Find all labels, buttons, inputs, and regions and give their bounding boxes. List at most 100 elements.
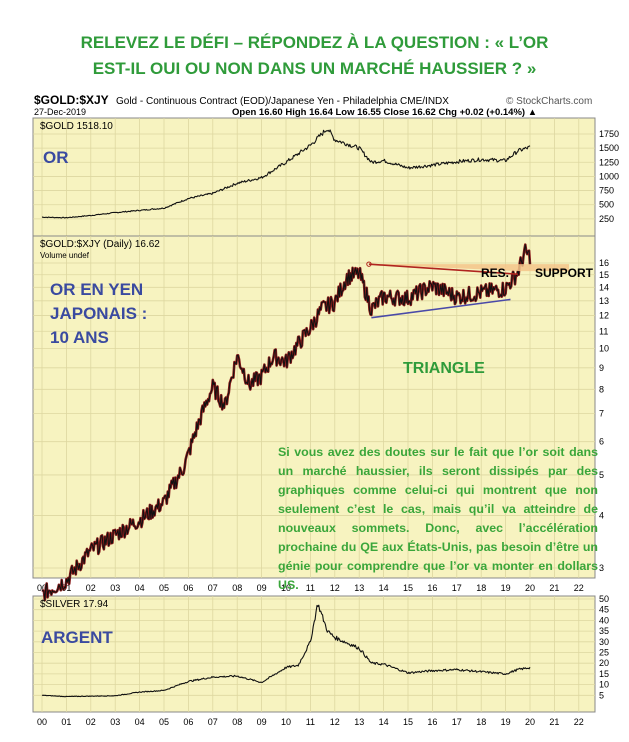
ratio-xtick-label: 13 [354,583,364,593]
gold-series-line [41,129,531,219]
triangle-label: TRIANGLE [403,360,485,377]
silver-ytick-label: 15 [599,669,609,679]
ratio-xtick-label: 09 [257,583,267,593]
silver-ytick-label: 50 [599,594,609,604]
ratio-xtick-label: 22 [574,583,584,593]
ratio-ytick-label: 14 [599,282,609,292]
silver-ytick-label: 40 [599,615,609,625]
silver-xtick-label: 15 [403,717,413,727]
ratio-xtick-label: 21 [549,583,559,593]
silver-xtick-label: 22 [574,717,584,727]
resistance-line [368,263,518,275]
resistance-label: RES. [481,266,510,280]
triangle-support-line [371,298,511,319]
ratio-ytick-label: 12 [599,310,609,320]
headline-line-2: EST-IL OUI OU NON DANS UN MARCHÉ HAUSSIE… [92,59,537,78]
ratio-ytick-label: 11 [599,326,608,336]
silver-legend: $SILVER 17.94 [40,599,109,610]
chart-quote: Open 16.60 High 16.64 Low 16.55 Close 16… [232,107,538,118]
silver-xtick-label: 04 [135,717,145,727]
ratio-label-line-2: JAPONAIS : [50,304,148,323]
gold-panel-frame [32,117,596,237]
ratio-xtick-label: 14 [379,583,389,593]
gold-ytick-label: 250 [599,214,614,224]
ratio-xtick-label: 08 [232,583,242,593]
ratio-xtick-label: 19 [501,583,511,593]
ratio-ytick-label: 13 [599,296,609,306]
gold-ytick-label: 1000 [599,171,619,181]
ratio-ytick-label: 4 [599,511,604,521]
ratio-legend-volume: Volume undef [40,251,89,260]
silver-xtick-label: 07 [208,717,218,727]
commentary-note: Si vous avez des doutes sur le fait que … [278,445,598,592]
ratio-xtick-label: 06 [183,583,193,593]
chart-description: Gold - Continuous Contract (EOD)/Japanes… [116,96,449,107]
silver-xtick-label: 19 [501,717,511,727]
silver-xtick-label: 18 [476,717,486,727]
support-label: SUPPORT [535,266,594,280]
silver-xtick-label: 16 [427,717,437,727]
silver-xtick-label: 21 [549,717,559,727]
ratio-xtick-label: 00 [37,583,47,593]
ratio-xtick-label: 04 [135,583,145,593]
ratio-ytick-label: 8 [599,384,604,394]
silver-ytick-label: 10 [599,680,609,690]
gold-ytick-label: 1750 [599,129,619,139]
silver-xtick-label: 06 [183,717,193,727]
ratio-label-line-3: 10 ANS [50,328,109,347]
ratio-series-line [41,244,531,601]
silver-xtick-label: 08 [232,717,242,727]
silver-xtick-label: 05 [159,717,169,727]
ratio-xtick-label: 11 [306,583,315,593]
headline: RELEVEZ LE DÉFI – RÉPONDEZ À LA QUESTION… [0,30,629,82]
silver-panel-label: ARGENT [41,628,113,647]
ratio-ytick-label: 10 [599,344,609,354]
support-band [368,264,570,272]
ratio-xtick-label: 07 [208,583,218,593]
silver-ytick-label: 45 [599,605,609,615]
ratio-label-line-1: OR EN YEN [50,280,144,299]
ratio-ytick-label: 5 [599,470,604,480]
ratio-ytick-label: 9 [599,363,604,373]
silver-xtick-label: 00 [37,717,47,727]
ratio-xtick-label: 12 [330,583,340,593]
ratio-ytick-label: 7 [599,409,604,419]
ratio-ytick-label: 16 [599,258,609,268]
silver-xtick-label: 11 [306,717,315,727]
ratio-legend: $GOLD:$XJY (Daily) 16.62 [40,239,160,250]
ratio-ytick-label: 15 [599,270,609,280]
ratio-xtick-label: 16 [427,583,437,593]
ratio-xtick-label: 03 [110,583,120,593]
gold-ytick-label: 750 [599,186,614,196]
ratio-xtick-label: 15 [403,583,413,593]
silver-xtick-label: 01 [61,717,71,727]
silver-xtick-label: 09 [257,717,267,727]
ratio-panel-label: OR EN YEN JAPONAIS : 10 ANS [50,278,147,350]
ratio-xtick-label: 20 [525,583,535,593]
gold-panel-label: OR [43,148,69,167]
silver-ytick-label: 35 [599,626,609,636]
silver-xtick-label: 02 [86,717,96,727]
ratio-ytick-label: 6 [599,437,604,447]
silver-ytick-label: 30 [599,637,609,647]
silver-xtick-label: 03 [110,717,120,727]
ratio-xtick-label: 05 [159,583,169,593]
chart-date: 27-Dec-2019 [34,107,87,117]
chart-symbol: $GOLD:$XJY [34,93,109,107]
silver-xtick-label: 13 [354,717,364,727]
silver-ytick-label: 5 [599,690,604,700]
silver-ytick-label: 20 [599,658,609,668]
ratio-ytick-label: 3 [599,563,604,573]
headline-line-1: RELEVEZ LE DÉFI – RÉPONDEZ À LA QUESTION… [80,33,549,52]
silver-xtick-label: 14 [379,717,389,727]
silver-xtick-label: 10 [281,717,291,727]
silver-xtick-label: 12 [330,717,340,727]
resistance-anchor [366,261,372,267]
gold-ytick-label: 1500 [599,143,619,153]
silver-series-line [41,604,531,698]
gold-ytick-label: 1250 [599,157,619,167]
gold-ytick-label: 500 [599,200,614,210]
silver-xtick-label: 20 [525,717,535,727]
silver-panel-frame [32,595,596,713]
